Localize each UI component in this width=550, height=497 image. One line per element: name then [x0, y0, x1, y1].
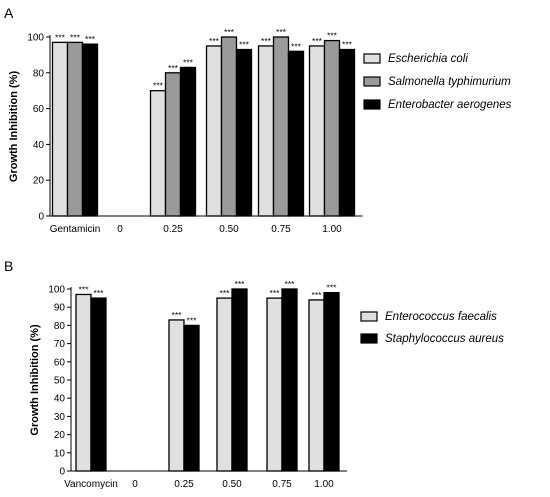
y-tick-label-0-1: 20: [33, 176, 45, 187]
bar-1-1-0: [90, 297, 107, 472]
x-tick-label-0-3: 0.50: [219, 224, 239, 235]
bar-1-0-5: [308, 299, 325, 472]
significance-label-0-1-2: ***: [168, 63, 179, 73]
x-tick-label-0-5: 1.00: [322, 224, 342, 235]
bar-0-0-3: [205, 45, 223, 217]
significance-label-0-0-0: ***: [55, 32, 66, 42]
legend-label-1-0: Enterococcus faecalis: [385, 311, 497, 323]
panel-label-1: B: [4, 258, 13, 274]
y-tick-label-0-3: 60: [33, 104, 45, 115]
bar-0-1-0: [66, 41, 84, 217]
legend-label-0-1: Salmonella typhimurium: [388, 76, 511, 88]
y-tick-label-1-0: 0: [59, 467, 65, 478]
significance-label-0-0-3: ***: [209, 36, 220, 46]
x-tick-label-1-1: 0: [132, 479, 138, 490]
bar-1-1-4: [281, 288, 298, 472]
bar-1-1-2: [183, 324, 200, 472]
y-tick-label-1-7: 70: [54, 339, 66, 350]
y-tick-label-1-8: 80: [54, 321, 66, 332]
significance-label-0-2-5: ***: [342, 40, 353, 50]
x-tick-label-1-4: 0.75: [272, 479, 292, 490]
significance-label-0-0-2: ***: [153, 81, 164, 91]
significance-label-1-1-5: ***: [327, 283, 338, 293]
y-tick-label-0-0: 0: [38, 212, 44, 223]
significance-label-1-1-3: ***: [235, 279, 246, 289]
y-tick-label-1-4: 40: [54, 394, 66, 405]
bar-0-1-3: [220, 36, 238, 217]
bar-1-0-0: [75, 293, 92, 472]
x-tick-label-0-4: 0.75: [271, 224, 291, 235]
significance-label-0-2-0: ***: [85, 34, 96, 44]
panel-label-0: A: [4, 5, 14, 21]
significance-label-0-1-3: ***: [224, 27, 235, 37]
significance-label-0-0-5: ***: [312, 36, 323, 46]
bar-0-0-2: [149, 90, 167, 217]
y-tick-label-0-5: 100: [27, 33, 44, 44]
legend-label-0-0: Escherichia coli: [388, 53, 468, 65]
y-tick-label-0-4: 80: [33, 68, 45, 79]
x-tick-label-1-0: Vancomycin: [64, 479, 118, 490]
y-tick-label-1-5: 50: [54, 376, 66, 387]
legend-swatch-1-0: [360, 311, 378, 322]
bar-1-0-4: [266, 297, 283, 472]
x-tick-label-0-0: Gentamicin: [50, 224, 101, 235]
x-tick-label-1-5: 1.00: [314, 479, 334, 490]
bar-0-2-3: [235, 48, 253, 217]
significance-label-1-0-3: ***: [220, 288, 231, 298]
significance-label-0-1-0: ***: [70, 32, 81, 42]
significance-label-0-1-4: ***: [276, 27, 287, 37]
y-tick-label-1-9: 90: [54, 303, 66, 314]
legend-label-1-1: Staphylococcus aureus: [385, 333, 504, 345]
bar-0-2-0: [81, 43, 99, 217]
significance-label-1-1-4: ***: [285, 279, 296, 289]
y-tick-label-1-10: 100: [48, 285, 65, 296]
bar-1-1-5: [323, 291, 340, 472]
y-axis-label-0: Growth Inhibition (%): [8, 71, 20, 183]
legend-swatch-0-1: [363, 76, 381, 87]
bar-1-0-3: [216, 297, 233, 472]
significance-label-0-0-4: ***: [261, 36, 272, 46]
x-tick-label-1-3: 0.50: [222, 479, 242, 490]
bar-0-2-4: [287, 50, 305, 217]
legend-swatch-0-2: [363, 99, 381, 110]
y-tick-label-1-3: 30: [54, 412, 66, 423]
bar-0-1-5: [323, 39, 341, 217]
y-tick-label-0-2: 40: [33, 140, 45, 151]
significance-label-1-0-0: ***: [79, 284, 90, 294]
bar-0-0-4: [257, 45, 275, 217]
y-tick-label-1-1: 10: [54, 448, 66, 459]
bar-0-1-4: [272, 36, 290, 217]
significance-label-1-1-2: ***: [187, 315, 198, 325]
bar-0-0-5: [308, 45, 326, 217]
significance-label-1-0-4: ***: [270, 288, 281, 298]
bar-0-2-5: [338, 48, 356, 217]
significance-label-0-2-2: ***: [183, 57, 194, 67]
significance-label-0-2-4: ***: [291, 41, 302, 51]
legend-label-0-2: Enterobacter aerogenes: [388, 99, 512, 111]
legend-swatch-1-1: [360, 333, 378, 344]
x-tick-label-0-2: 0.25: [163, 224, 183, 235]
significance-label-1-0-5: ***: [312, 290, 323, 300]
bar-0-2-2: [179, 66, 197, 217]
x-tick-label-1-2: 0.25: [174, 479, 194, 490]
significance-label-1-1-0: ***: [94, 288, 105, 298]
bar-1-0-2: [168, 319, 185, 472]
y-axis-label-1: Growth Inhibition (%): [29, 324, 41, 436]
significance-label-1-0-2: ***: [172, 310, 183, 320]
legend-swatch-0-0: [363, 53, 381, 64]
bar-1-1-3: [231, 288, 248, 472]
x-tick-label-0-1: 0: [117, 224, 123, 235]
bar-0-0-0: [51, 41, 69, 217]
y-tick-label-1-6: 60: [54, 357, 66, 368]
y-tick-label-1-2: 20: [54, 430, 66, 441]
significance-label-0-1-5: ***: [327, 31, 338, 41]
bar-0-1-2: [164, 72, 182, 217]
significance-label-0-2-3: ***: [239, 40, 250, 50]
